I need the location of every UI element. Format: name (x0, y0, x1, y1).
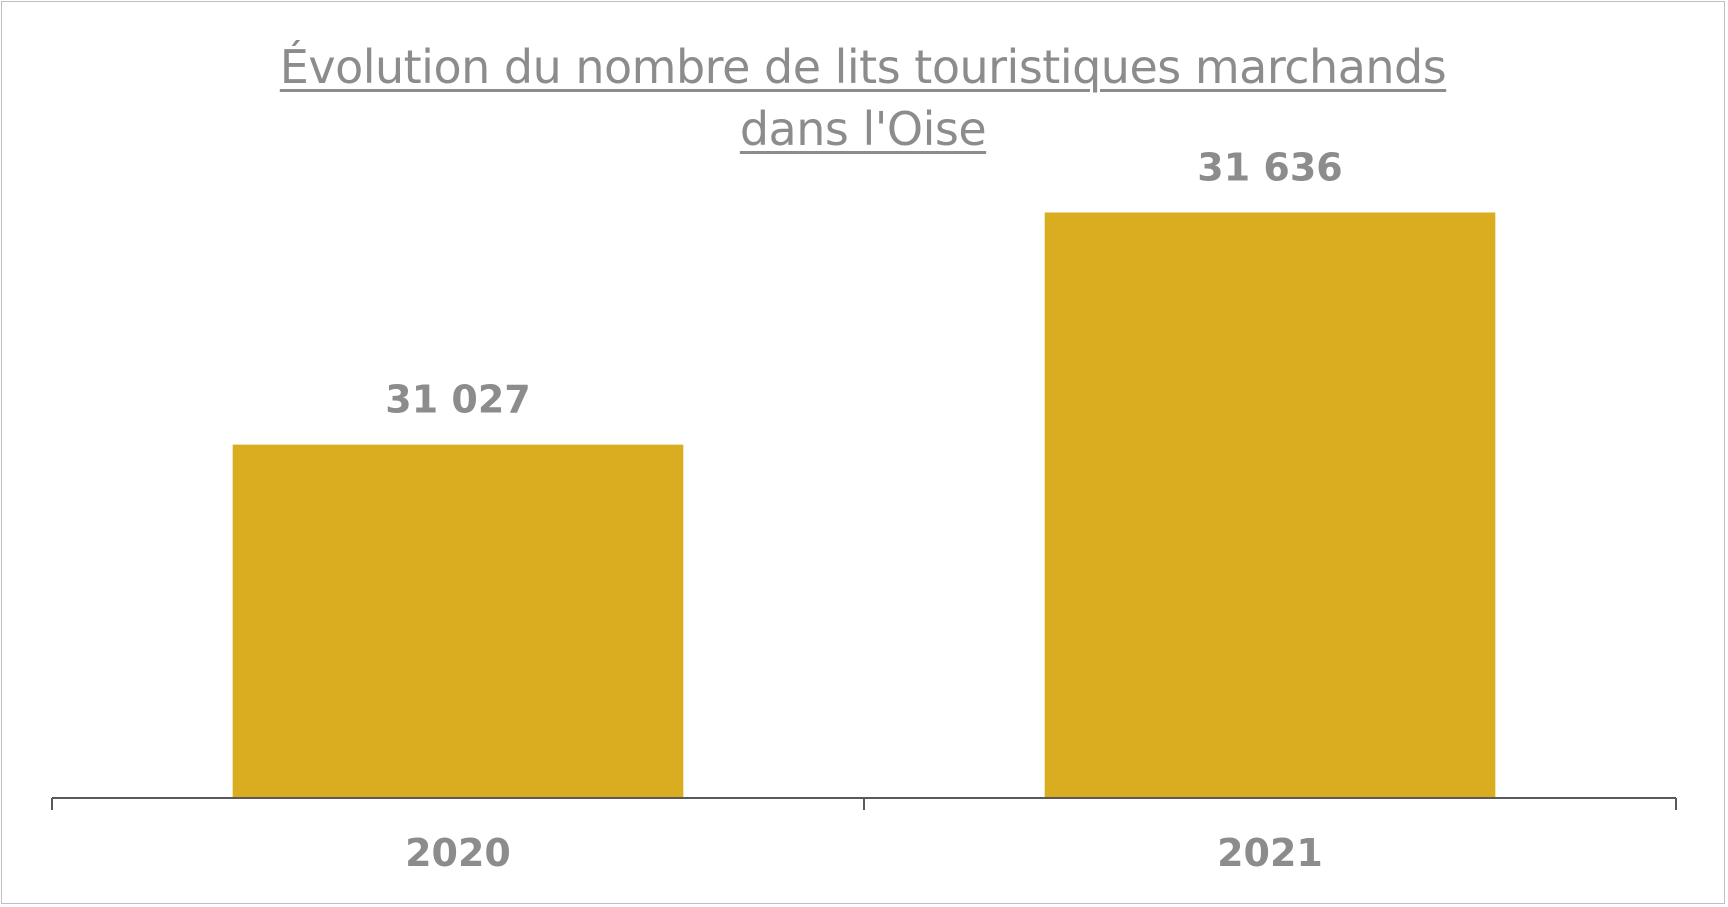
chart-title: Évolution du nombre de lits touristiques… (0, 36, 1726, 160)
x-axis (51, 797, 1677, 810)
bar-2020 (232, 444, 684, 798)
bar-2021 (1044, 212, 1496, 798)
chart-title-line-2: dans l'Oise (739, 102, 987, 156)
data-label-2021: 31 636 (1197, 146, 1342, 190)
bars-group (232, 212, 1496, 798)
x-tick-label-2021: 2021 (1217, 831, 1323, 875)
value-labels-group: 31 027 31 636 (385, 146, 1342, 422)
x-tick-label-2020: 2020 (405, 831, 511, 875)
x-tick-labels-group: 2020 2021 (405, 831, 1323, 875)
chart-title-line-1: Évolution du nombre de lits touristiques… (279, 40, 1447, 94)
data-label-2020: 31 027 (385, 378, 530, 422)
